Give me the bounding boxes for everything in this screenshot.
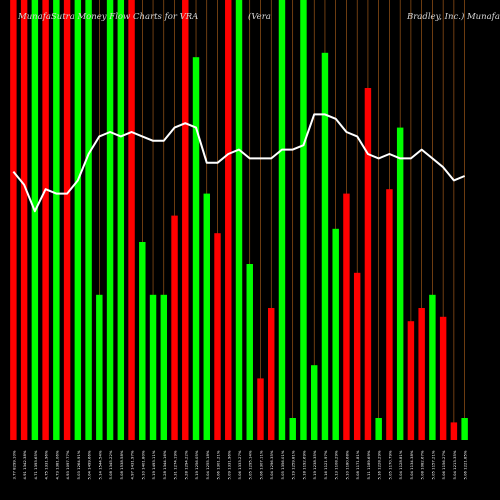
x-tick-label: 5.04 1499.66% [87, 450, 92, 479]
x-tick-label: 5.09 1331.96% [226, 450, 231, 479]
x-tick-label: 5.28 1294.22% [183, 450, 188, 479]
bar [96, 294, 103, 440]
bar [450, 422, 458, 440]
bar [407, 321, 415, 440]
bar [246, 264, 253, 440]
x-tick-label: 5.28 1344.16% [162, 450, 167, 479]
x-tick-label: 5.04 1255.18% [205, 450, 210, 479]
bar [418, 308, 425, 440]
bar [257, 378, 264, 440]
x-tick-label: 5.16 1228.29% [377, 450, 382, 479]
x-tick-label: 5.13 1108.29% [334, 450, 339, 479]
x-tick-label: 5.05 1170.79% [387, 450, 392, 479]
bar [106, 0, 114, 440]
x-tick-label: 5.05 1356.01% [280, 450, 285, 479]
bar [128, 0, 135, 440]
x-tick-label: 5.08 1171.81% [355, 450, 360, 479]
x-tick-label: 5.08 1538.58% [119, 450, 124, 479]
bar-series [10, 0, 468, 441]
bar [63, 0, 71, 440]
bar [192, 57, 200, 440]
x-tick-label: 4.91 1342.38% [22, 450, 27, 479]
x-tick-labels: 3.77 8299.10% 4.91 1342.38% 4.71 1393.65% 4… [11, 450, 467, 479]
bar [149, 294, 157, 440]
bar [429, 294, 436, 440]
x-tick-label: 4.75 1331.96% [44, 450, 49, 479]
bar [203, 193, 210, 440]
bar [310, 365, 318, 440]
bar [74, 0, 82, 440]
bar [289, 418, 296, 440]
bar [20, 0, 28, 440]
x-tick-label: 5.05 1157.21% [430, 450, 435, 479]
bar [225, 0, 232, 440]
x-tick-label: 5.06 1333.27% [237, 450, 242, 479]
bar [160, 294, 168, 440]
x-tick-label: 5.06 1156.27% [441, 450, 446, 479]
bar [31, 0, 39, 440]
x-tick-label: 5.31 1274.19% [173, 450, 178, 479]
bar [343, 193, 350, 440]
x-tick-label: 3.77 8299.10% [11, 450, 16, 479]
x-tick-label: 5.04 1213.35% [452, 450, 457, 479]
x-tick-label: 5.14 1544.54% [97, 450, 102, 479]
bar [332, 228, 339, 440]
bar [235, 0, 243, 440]
x-tick-label: 5.19 1493.11% [151, 450, 156, 479]
chart-title-company: (Vera [248, 12, 271, 22]
bar [268, 308, 275, 440]
bar [85, 0, 92, 440]
bar [117, 0, 125, 440]
x-tick-label: 5.04 1296.35% [269, 450, 274, 479]
chart-title: MunafaSutra Money Flow Charts for VRA [18, 12, 199, 22]
x-tick-label: 5.06 1301.21% [216, 450, 221, 479]
x-tick-label: 5.11 1189.69% [366, 450, 371, 479]
bar [321, 52, 329, 441]
x-tick-label: 5.18 1192.69% [301, 450, 306, 479]
x-tick-label: 5.04 1128.81% [398, 450, 403, 479]
bar [139, 242, 146, 440]
x-tick-label: 5.08 1345.22% [108, 450, 113, 479]
bar [353, 272, 361, 440]
bar [53, 0, 60, 440]
x-tick-label: 5.19 1238.35% [312, 450, 317, 479]
x-tick-label: 4.97 1431.97% [130, 450, 135, 479]
x-tick-label: 4.71 1393.65% [33, 450, 38, 479]
x-tick-label: 5.03 1264.91% [76, 450, 81, 479]
bar [300, 0, 307, 440]
bar [214, 233, 221, 440]
chart-title-company-end: Bradley, Inc.) MunafaSutra [407, 12, 500, 22]
x-tick-label: 5.06 1221.85% [463, 450, 468, 479]
bar [42, 0, 49, 440]
x-tick-label: 5.08 1082.67% [420, 450, 425, 479]
bar [386, 189, 393, 440]
bar [439, 316, 447, 440]
money-flow-line [12, 113, 466, 213]
bar [375, 418, 382, 440]
x-tick-label: 5.19 1259.81% [291, 450, 296, 479]
bar [461, 418, 468, 440]
money-flow-line-path [12, 113, 466, 213]
x-tick-label: 5.04 1134.38% [409, 450, 414, 479]
x-tick-label: 5.16 1121.97% [323, 450, 328, 479]
bar [182, 0, 189, 440]
bar [364, 88, 372, 440]
x-tick-label: 5.06 1307.11% [258, 450, 263, 479]
x-tick-label: 5.19 1256.05% [194, 450, 199, 479]
x-tick-label: 5.10 1401.80% [140, 450, 145, 479]
bar [278, 0, 286, 440]
x-tick-label: 5.10 1180.68% [344, 450, 349, 479]
x-tick-label: 4.93 1097.77% [65, 450, 70, 479]
bar [171, 215, 178, 440]
x-tick-label: 5.05 1295.14% [248, 450, 253, 479]
x-tick-label: 4.73 1381.06% [54, 450, 59, 479]
bar [10, 0, 17, 440]
bar [396, 127, 404, 440]
